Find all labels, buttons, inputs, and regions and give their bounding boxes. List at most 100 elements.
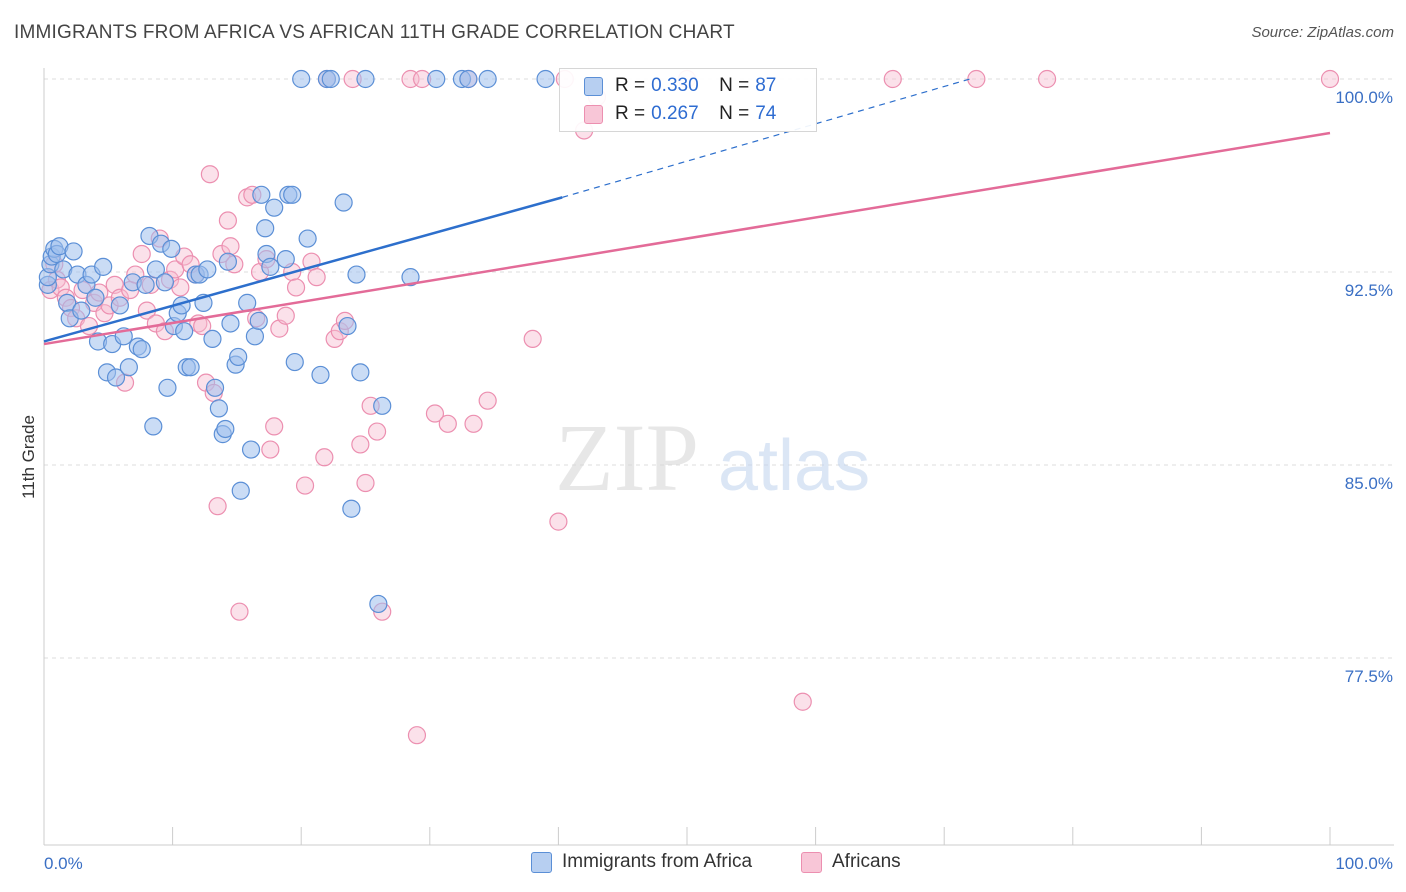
point-africans — [1037, 69, 1057, 89]
point-immigrants — [94, 257, 113, 276]
point-immigrants — [256, 219, 275, 238]
point-africans — [351, 435, 370, 454]
legend-swatch-blue — [584, 76, 603, 96]
point-immigrants — [427, 69, 446, 89]
point-immigrants — [132, 340, 151, 359]
point-immigrants — [347, 265, 366, 284]
point-africans — [367, 422, 387, 441]
point-africans — [171, 278, 190, 297]
point-immigrants — [298, 229, 317, 248]
point-africans — [356, 473, 375, 493]
point-africans — [967, 69, 986, 89]
watermark: ZIP atlas — [555, 404, 870, 511]
y-tick-label: 85.0% — [1345, 474, 1393, 493]
point-africans — [208, 497, 227, 516]
point-immigrants — [401, 268, 420, 287]
point-immigrants — [342, 499, 361, 518]
point-immigrants — [216, 419, 235, 439]
y-tick-label: 92.5% — [1345, 281, 1393, 300]
point-africans — [523, 329, 542, 349]
point-immigrants — [245, 327, 265, 346]
bottom-legend-swatch-pink — [801, 851, 822, 873]
legend-swatch-pink — [584, 104, 603, 124]
point-africans — [265, 417, 284, 436]
point-immigrants — [218, 252, 237, 271]
y-tick-label: 100.0% — [1335, 88, 1393, 107]
legend-n-label: N = — [719, 75, 750, 96]
legend-row-immigrants: R = 0.330 N = 87 — [584, 73, 776, 99]
point-immigrants — [261, 257, 280, 276]
legend-r-value: 0.267 — [651, 103, 699, 124]
grid-lines — [44, 78, 1394, 659]
point-immigrants — [64, 242, 83, 261]
point-africans — [478, 391, 497, 410]
point-africans — [295, 476, 315, 495]
y-axis-label: 11th Grade — [19, 415, 38, 499]
axes — [43, 68, 1394, 846]
legend-n-label: N = — [719, 103, 750, 124]
point-africans — [276, 306, 295, 325]
correlation-legend: R = 0.330 N = 87 R = 0.267 N = 74 — [559, 68, 817, 132]
legend-r-value: 0.330 — [651, 75, 699, 96]
tick-labels: 100.0% 92.5% 85.0% 77.5% 0.0% 100.0% — [44, 88, 1393, 873]
bottom-legend-africans: Africans — [801, 851, 901, 873]
trend-line-africans — [43, 131, 1331, 346]
x-tick-label: 100.0% — [1335, 854, 1393, 873]
point-immigrants — [181, 358, 200, 377]
point-immigrants — [536, 69, 555, 89]
legend-row-africans: R = 0.267 N = 74 — [584, 101, 776, 127]
point-immigrants — [356, 69, 375, 89]
point-africans — [218, 211, 237, 230]
point-immigrants — [203, 329, 222, 349]
point-africans — [261, 440, 280, 459]
bottom-legend-swatch-blue — [531, 851, 552, 873]
point-immigrants — [241, 440, 261, 459]
point-africans — [132, 244, 151, 264]
point-immigrants — [265, 198, 284, 217]
point-immigrants — [86, 288, 105, 307]
point-africans — [438, 414, 457, 433]
bottom-legend-label: Africans — [832, 851, 901, 872]
point-immigrants — [136, 275, 155, 294]
point-immigrants — [72, 301, 91, 320]
point-immigrants — [198, 260, 217, 279]
point-immigrants — [249, 311, 268, 330]
legend-r-label: R = — [615, 75, 646, 96]
point-immigrants — [334, 193, 353, 212]
point-immigrants — [106, 368, 126, 387]
chart-title: IMMIGRANTS FROM AFRICA VS AFRICAN 11TH G… — [14, 22, 735, 43]
point-immigrants — [146, 260, 165, 279]
watermark-zip: ZIP — [555, 404, 699, 511]
point-immigrants — [158, 378, 177, 397]
point-immigrants — [459, 69, 478, 89]
bottom-legend-immigrants: Immigrants from Africa — [531, 851, 752, 873]
point-immigrants — [373, 396, 392, 415]
point-africans — [793, 692, 812, 711]
point-immigrants — [209, 399, 228, 418]
point-immigrants — [478, 69, 497, 89]
point-africans — [407, 726, 427, 745]
point-immigrants — [144, 417, 163, 436]
point-immigrants — [175, 322, 194, 341]
point-africans — [315, 448, 334, 467]
legend-r-label: R = — [615, 103, 646, 124]
point-immigrants — [285, 352, 304, 372]
legend-n-value: 74 — [755, 103, 777, 124]
point-immigrants — [321, 69, 340, 89]
point-immigrants — [252, 185, 271, 204]
point-immigrants — [162, 239, 181, 258]
point-immigrants — [205, 378, 225, 397]
point-immigrants — [221, 314, 240, 333]
point-africans — [464, 414, 483, 433]
point-immigrants — [231, 481, 250, 500]
trend-line-immigrants-extension — [562, 78, 971, 198]
point-immigrants — [155, 273, 174, 292]
point-immigrants — [311, 365, 330, 385]
point-africans — [307, 268, 326, 287]
y-tick-label: 77.5% — [1345, 667, 1393, 686]
x-tick-label: 0.0% — [44, 854, 83, 873]
trend-line-immigrants — [43, 196, 563, 343]
point-africans — [883, 69, 902, 89]
point-immigrants — [119, 358, 138, 377]
